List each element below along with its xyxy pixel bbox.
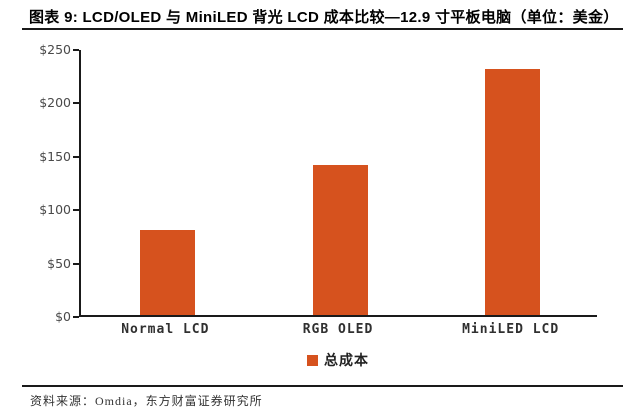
title-divider (22, 28, 623, 30)
source-note: 资料来源：Omdia，东方财富证券研究所 (30, 394, 263, 408)
chart-title: 图表 9: LCD/OLED 与 MiniLED 背光 LCD 成本比较—12.… (29, 9, 619, 26)
y-axis-tick-mark (73, 209, 79, 212)
y-axis-tick-mark (73, 155, 79, 158)
y-axis-tick-label: $250 (39, 42, 71, 57)
x-axis-label: Normal LCD (121, 322, 210, 337)
y-axis-tick-label: $150 (39, 148, 71, 164)
bar-chart: $0 $50 $100 $150 $200 $250 Normal LCD RGB OLED… (39, 42, 597, 337)
y-axis-tick-mark (73, 316, 79, 318)
footer-divider (22, 385, 623, 387)
legend-swatch-icon (307, 354, 318, 366)
y-axis-tick-label: $200 (39, 95, 71, 111)
legend-label: 总成本 (324, 352, 369, 368)
legend: 总成本 (79, 350, 597, 370)
y-axis-tick-mark (73, 49, 79, 51)
x-axis-label: RGB OLED (302, 322, 374, 337)
y-axis-tick-label: $50 (47, 255, 71, 271)
x-axis-label: MiniLED LCD (462, 322, 560, 337)
plot-area (79, 50, 597, 317)
bar-miniled-lcd (485, 69, 541, 315)
bar-normal-lcd (139, 229, 195, 315)
bar-rgb-oled (312, 165, 368, 315)
y-axis-tick-mark (73, 262, 79, 265)
y-axis-tick-label: $100 (39, 202, 71, 218)
y-axis-tick-label: $0 (55, 309, 71, 324)
y-axis-tick-mark (73, 102, 79, 105)
